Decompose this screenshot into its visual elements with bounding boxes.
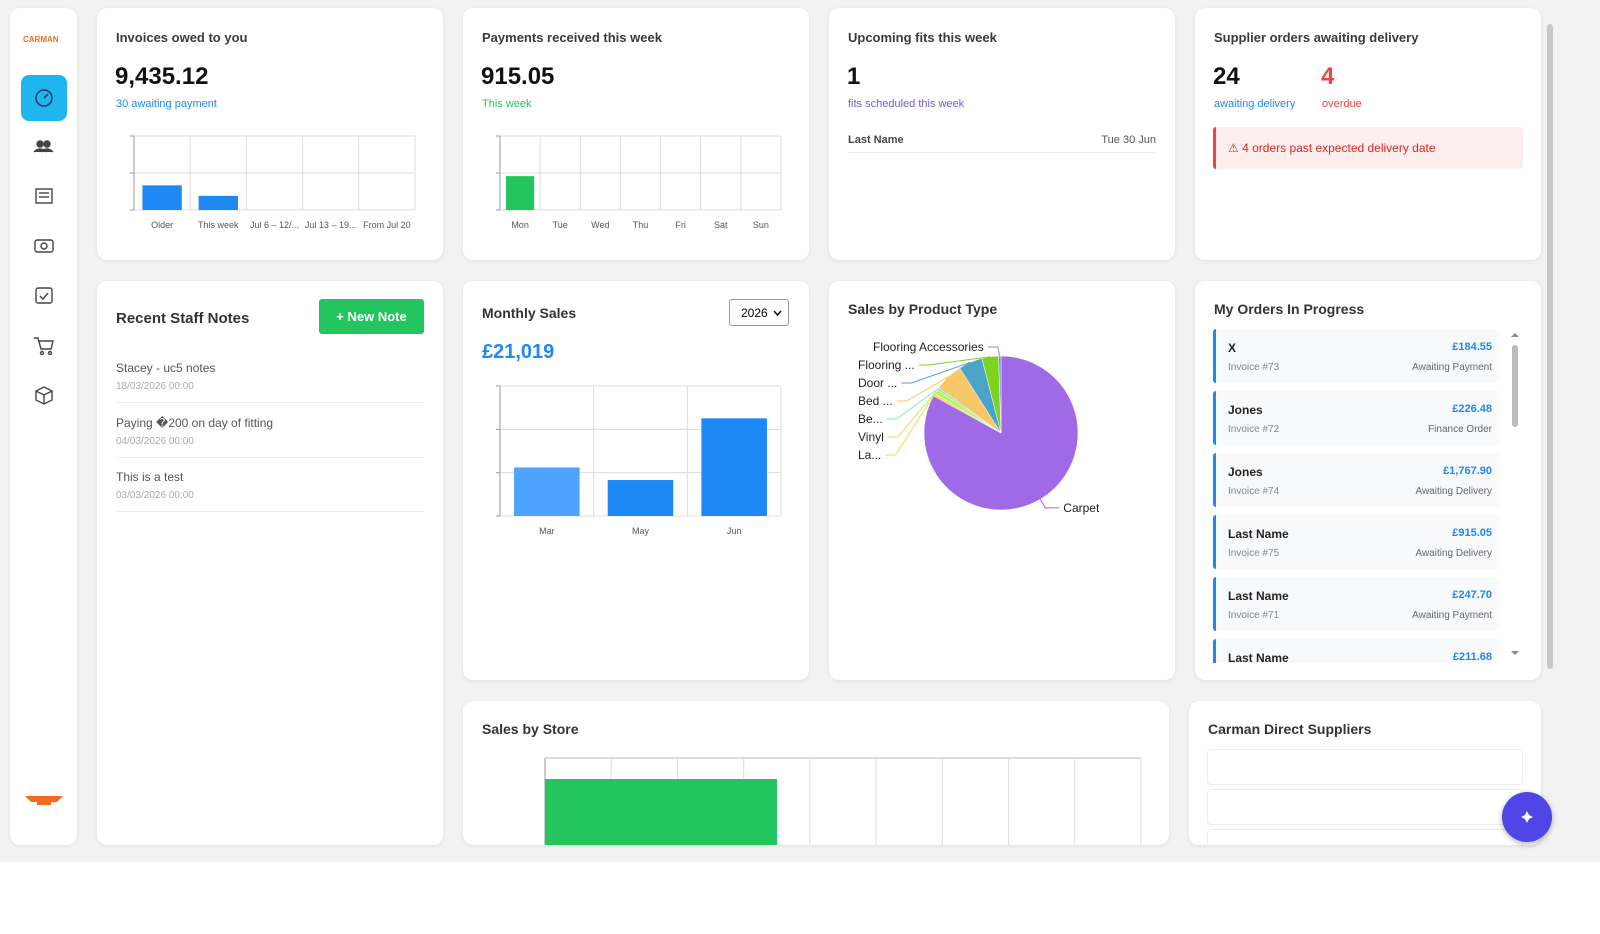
card-value: 915.05 xyxy=(481,63,555,90)
new-note-button[interactable]: + New Note xyxy=(319,299,424,334)
card-note: 30 awaiting payment xyxy=(116,98,217,110)
footer-logo xyxy=(25,796,63,805)
note-text: Paying �200 on day of fitting xyxy=(116,415,274,430)
order-name: Jones xyxy=(1228,465,1263,479)
card-title: Recent Staff Notes xyxy=(116,310,250,327)
year-select[interactable]: 2026 xyxy=(729,299,789,326)
order-item[interactable]: X £184.55 Invoice #73 Awaiting Payment xyxy=(1213,329,1500,383)
year: 2026 xyxy=(741,306,768,320)
note-divider xyxy=(116,511,424,512)
card-title: Carman Direct Suppliers xyxy=(1208,721,1372,737)
card-title: Payments received this week xyxy=(482,30,662,45)
order-name: Last Name xyxy=(1228,527,1289,541)
order-status: Finance Order xyxy=(1428,424,1492,435)
card-title: Supplier orders awaiting delivery xyxy=(1214,30,1419,45)
order-amount: £184.55 xyxy=(1452,341,1492,353)
card-title: Monthly Sales xyxy=(482,305,577,321)
stat-value: 24 xyxy=(1213,63,1240,90)
order-name: X xyxy=(1228,341,1237,355)
logo: CARMAN xyxy=(23,35,59,44)
stat-note: overdue xyxy=(1322,98,1362,110)
sales-total: £21,019 xyxy=(482,341,555,363)
note-divider xyxy=(116,402,424,403)
order-status: Awaiting Payment xyxy=(1412,610,1492,621)
card-value: 9,435.12 xyxy=(115,63,209,90)
order-amount: £211.68 xyxy=(1452,651,1492,663)
note-divider xyxy=(116,456,424,458)
order-name: Last Name xyxy=(1228,651,1289,663)
suppliers: Carman Direct Suppliers xyxy=(1189,701,1541,845)
order-item[interactable]: Last Name £915.05 Invoice #75 Awaiting Deli… xyxy=(1213,515,1500,569)
row-divider xyxy=(848,152,1156,153)
sales-by-store: Sales by Store xyxy=(463,701,1169,845)
note-text: Stacey - uc5 notes xyxy=(116,361,216,375)
card-note: fits scheduled this week xyxy=(848,98,965,110)
placeholder-row xyxy=(1207,829,1523,845)
order-status: Awaiting Payment xyxy=(1412,362,1492,373)
alert-text: ⚠ 4 orders past expected delivery date xyxy=(1228,141,1436,155)
icon xyxy=(35,89,53,107)
orders: My Orders In Progress X £184.55 Invoice #7… xyxy=(1195,281,1541,680)
assistant-button[interactable] xyxy=(1502,792,1552,842)
order-invoice: Invoice #72 xyxy=(1228,424,1280,435)
stat-note: awaiting delivery xyxy=(1214,98,1296,110)
order-name: Last Name xyxy=(1228,589,1289,603)
order-invoice: Invoice #75 xyxy=(1228,548,1280,559)
card-title: Sales by Store xyxy=(482,721,579,737)
nav-dashboard[interactable] xyxy=(21,75,67,121)
order-item[interactable]: Jones £226.48 Invoice #72 Finance Order xyxy=(1213,391,1500,445)
invoices-card: Invoices owed to you 9,435.12 30 awaitin… xyxy=(97,8,443,260)
stat-value: 4 xyxy=(1321,63,1335,90)
order-invoice: Invoice #73 xyxy=(1228,362,1280,373)
placeholder-row xyxy=(1207,749,1523,785)
scrollbar[interactable] xyxy=(1509,331,1521,661)
order-amount: £915.05 xyxy=(1452,527,1492,539)
note-date: 03/03/2026 00:00 xyxy=(116,490,194,501)
monthly-sales: Monthly Sales 2026 £21,019 xyxy=(463,281,809,680)
order-status: Awaiting Delivery xyxy=(1415,548,1492,559)
order-amount: £1,767.90 xyxy=(1443,465,1492,477)
dashboard: CARMAN Invoices owed to you 9,435.12 30 … xyxy=(0,0,1600,862)
order-item[interactable]: Jones £1,767.90 Invoice #74 Awaiting Delive… xyxy=(1213,453,1500,507)
sidebar: CARMAN xyxy=(10,8,77,845)
order-status: Awaiting Delivery xyxy=(1415,486,1492,497)
fit-name: Last Name xyxy=(848,134,904,146)
alert: ⚠ 4 orders past expected delivery date xyxy=(1213,127,1523,169)
order-amount: £247.70 xyxy=(1452,589,1492,601)
card-note: This week xyxy=(482,98,532,110)
order-name: Jones xyxy=(1228,403,1263,417)
card-title: Upcoming fits this week xyxy=(848,30,997,45)
card-value: 1 xyxy=(847,63,861,90)
card-title: Sales by Product Type xyxy=(848,301,998,317)
order-amount: £226.48 xyxy=(1452,403,1492,415)
supplier-card: Supplier orders awaiting delivery 24 awa… xyxy=(1195,8,1541,260)
fit-date: Tue 30 Jun xyxy=(1101,134,1156,146)
page-scrollbar[interactable] xyxy=(1545,8,1555,670)
order-item[interactable]: Last Name £211.68 xyxy=(1213,639,1500,663)
card-title: My Orders In Progress xyxy=(1214,301,1365,317)
nav-icons[interactable] xyxy=(32,136,56,436)
staff-notes: Recent Staff Notes + New Note Stacey - u… xyxy=(97,281,443,845)
order-invoice: Invoice #74 xyxy=(1228,486,1280,497)
card-title: Invoices owed to you xyxy=(116,30,248,45)
orders-list: X £184.55 Invoice #73 Awaiting Payment Jones… xyxy=(1195,329,1515,663)
order-invoice: Invoice #71 xyxy=(1228,610,1280,621)
caret xyxy=(773,310,782,317)
note-text: This is a test xyxy=(116,470,184,484)
order-item[interactable]: Last Name £247.70 Invoice #71 Awaiting Paym… xyxy=(1213,577,1500,631)
placeholder-row xyxy=(1207,789,1523,825)
note-date: 18/03/2026 00:00 xyxy=(116,381,194,392)
icon xyxy=(1521,811,1533,823)
fits-card: Upcoming fits this week 1 fits scheduled… xyxy=(829,8,1175,260)
payments-card: Payments received this week 915.05 This … xyxy=(463,8,809,260)
note-date: 04/03/2026 00:00 xyxy=(116,435,194,447)
product-type: Sales by Product Type xyxy=(829,281,1175,680)
